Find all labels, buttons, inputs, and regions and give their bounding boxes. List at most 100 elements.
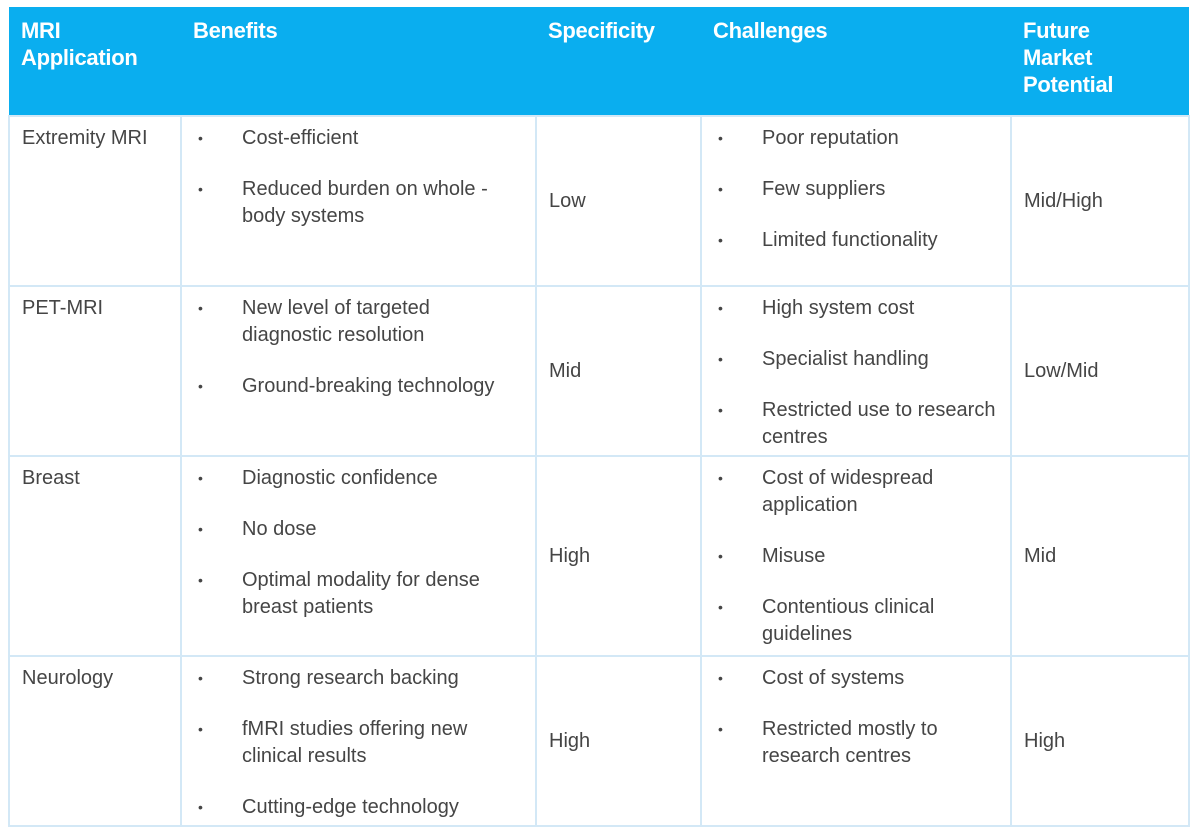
item-text: Cutting-edge technology xyxy=(242,796,459,818)
benefits-cell: • Diagnostic confidence • No dose • Optimal m… xyxy=(180,455,537,657)
list-item: • Cost-efficient xyxy=(196,125,523,152)
bullet-icon: • xyxy=(718,181,723,197)
challenges-cell: • Poor reputation • Few suppliers • Limited f… xyxy=(700,115,1012,287)
item-text: Cost of systems xyxy=(762,667,905,689)
list-item: • Limited functionality xyxy=(716,227,998,254)
bullet-icon: • xyxy=(198,181,203,197)
item-text: fMRI studies offering new clinical resul… xyxy=(242,718,468,767)
challenges-cell: • Cost of systems • Restricted mostly to re… xyxy=(700,655,1012,827)
list-item: • Restricted mostly to research centres xyxy=(716,716,998,770)
list-item: • Cost of widespread application xyxy=(716,465,998,519)
list-item: • Restricted use to research centres xyxy=(716,397,998,451)
column-header: Challenges xyxy=(701,7,1011,116)
item-text: New level of targeted diagnostic resolut… xyxy=(242,297,430,346)
list-item: • Few suppliers xyxy=(716,176,998,203)
item-text: Strong research backing xyxy=(242,667,459,689)
benefits-cell: • Strong research backing • fMRI studies of… xyxy=(180,655,537,827)
item-text: Poor reputation xyxy=(762,127,899,149)
list-item: • Strong research backing xyxy=(196,665,523,692)
bullet-icon: • xyxy=(198,721,203,737)
list-item: • Specialist handling xyxy=(716,346,998,373)
bullet-icon: • xyxy=(718,548,723,564)
table-row: Neurology • Strong research backing • fMRI s… xyxy=(8,655,1190,827)
column-header: Benefits xyxy=(181,7,536,116)
item-text: Reduced burden on whole -body systems xyxy=(242,178,488,227)
item-text: High system cost xyxy=(762,297,915,319)
list-item: • No dose xyxy=(196,516,523,543)
specificity-cell: High xyxy=(535,455,702,657)
item-text: Misuse xyxy=(762,545,826,567)
list-item: • Reduced burden on whole -body systems xyxy=(196,176,523,230)
bullet-list: • Cost-efficient • Reduced burden on whole … xyxy=(196,125,523,230)
list-item: • High system cost xyxy=(716,295,998,322)
application-cell: Extremity MRI xyxy=(8,115,182,287)
benefits-cell: • Cost-efficient • Reduced burden on whole … xyxy=(180,115,537,287)
table-row: PET-MRI • New level of targeted diagnostic… xyxy=(8,285,1190,457)
specificity-cell: Low xyxy=(535,115,702,287)
bullet-icon: • xyxy=(718,670,723,686)
challenges-cell: • Cost of widespread application • Misuse • C… xyxy=(700,455,1012,657)
item-text: Specialist handling xyxy=(762,348,929,370)
bullet-icon: • xyxy=(718,351,723,367)
item-text: Limited functionality xyxy=(762,229,938,251)
bullet-icon: • xyxy=(198,799,203,815)
bullet-list: • New level of targeted diagnostic resolu… xyxy=(196,295,523,400)
specificity-cell: High xyxy=(535,655,702,827)
item-text: Diagnostic confidence xyxy=(242,467,438,489)
item-text: Restricted use to research centres xyxy=(762,399,996,448)
potential-cell: High xyxy=(1010,655,1190,827)
item-text: Contentious clinical guidelines xyxy=(762,596,935,645)
bullet-icon: • xyxy=(198,300,203,316)
bullet-icon: • xyxy=(718,232,723,248)
bullet-icon: • xyxy=(718,300,723,316)
item-text: Ground-breaking technology xyxy=(242,375,495,397)
bullet-icon: • xyxy=(198,670,203,686)
list-item: • Ground-breaking technology xyxy=(196,373,523,400)
item-text: Cost-efficient xyxy=(242,127,359,149)
column-header: Specificity xyxy=(536,7,701,116)
header-row: MRI Application Benefits Specificity Challe… xyxy=(9,7,1189,116)
list-item: • Misuse xyxy=(716,543,998,570)
bullet-icon: • xyxy=(718,402,723,418)
item-text: No dose xyxy=(242,518,317,540)
column-header: Future Market Potential xyxy=(1011,7,1189,116)
application-cell: Breast xyxy=(8,455,182,657)
application-cell: PET-MRI xyxy=(8,285,182,457)
application-cell: Neurology xyxy=(8,655,182,827)
bullet-icon: • xyxy=(718,721,723,737)
item-text: Few suppliers xyxy=(762,178,886,200)
list-item: • fMRI studies offering new clinical resu… xyxy=(196,716,523,770)
column-header: MRI Application xyxy=(9,7,181,116)
list-item: • New level of targeted diagnostic resolu… xyxy=(196,295,523,349)
list-item: • Cutting-edge technology xyxy=(196,794,523,821)
challenges-cell: • High system cost • Specialist handling • Re… xyxy=(700,285,1012,457)
potential-cell: Low/Mid xyxy=(1010,285,1190,457)
list-item: • Contentious clinical guidelines xyxy=(716,594,998,648)
specificity-cell: Mid xyxy=(535,285,702,457)
list-item: • Optimal modality for dense breast patie… xyxy=(196,567,523,621)
list-item: • Poor reputation xyxy=(716,125,998,152)
bullet-list: • Cost of systems • Restricted mostly to re… xyxy=(716,665,998,770)
bullet-icon: • xyxy=(198,378,203,394)
list-item: • Diagnostic confidence xyxy=(196,465,523,492)
table-row: Extremity MRI • Cost-efficient • Reduced bur… xyxy=(8,115,1190,287)
bullet-icon: • xyxy=(198,470,203,486)
potential-cell: Mid/High xyxy=(1010,115,1190,287)
bullet-icon: • xyxy=(718,130,723,146)
mri-applications-table: MRI Application Benefits Specificity Challe… xyxy=(8,7,1190,827)
item-text: Restricted mostly to research centres xyxy=(762,718,938,767)
bullet-icon: • xyxy=(198,130,203,146)
table-row: Breast • Diagnostic confidence • No dose • Opt… xyxy=(8,455,1190,657)
bullet-icon: • xyxy=(198,572,203,588)
item-text: Optimal modality for dense breast patien… xyxy=(242,569,480,618)
bullet-list: • High system cost • Specialist handling • Re… xyxy=(716,295,998,451)
bullet-icon: • xyxy=(718,470,723,486)
bullet-icon: • xyxy=(718,599,723,615)
bullet-list: • Poor reputation • Few suppliers • Limited f… xyxy=(716,125,998,254)
bullet-list: • Strong research backing • fMRI studies of… xyxy=(196,665,523,821)
potential-cell: Mid xyxy=(1010,455,1190,657)
bullet-icon: • xyxy=(198,521,203,537)
item-text: Cost of widespread application xyxy=(762,467,934,516)
bullet-list: • Cost of widespread application • Misuse • C… xyxy=(716,465,998,648)
bullet-list: • Diagnostic confidence • No dose • Optimal m… xyxy=(196,465,523,621)
